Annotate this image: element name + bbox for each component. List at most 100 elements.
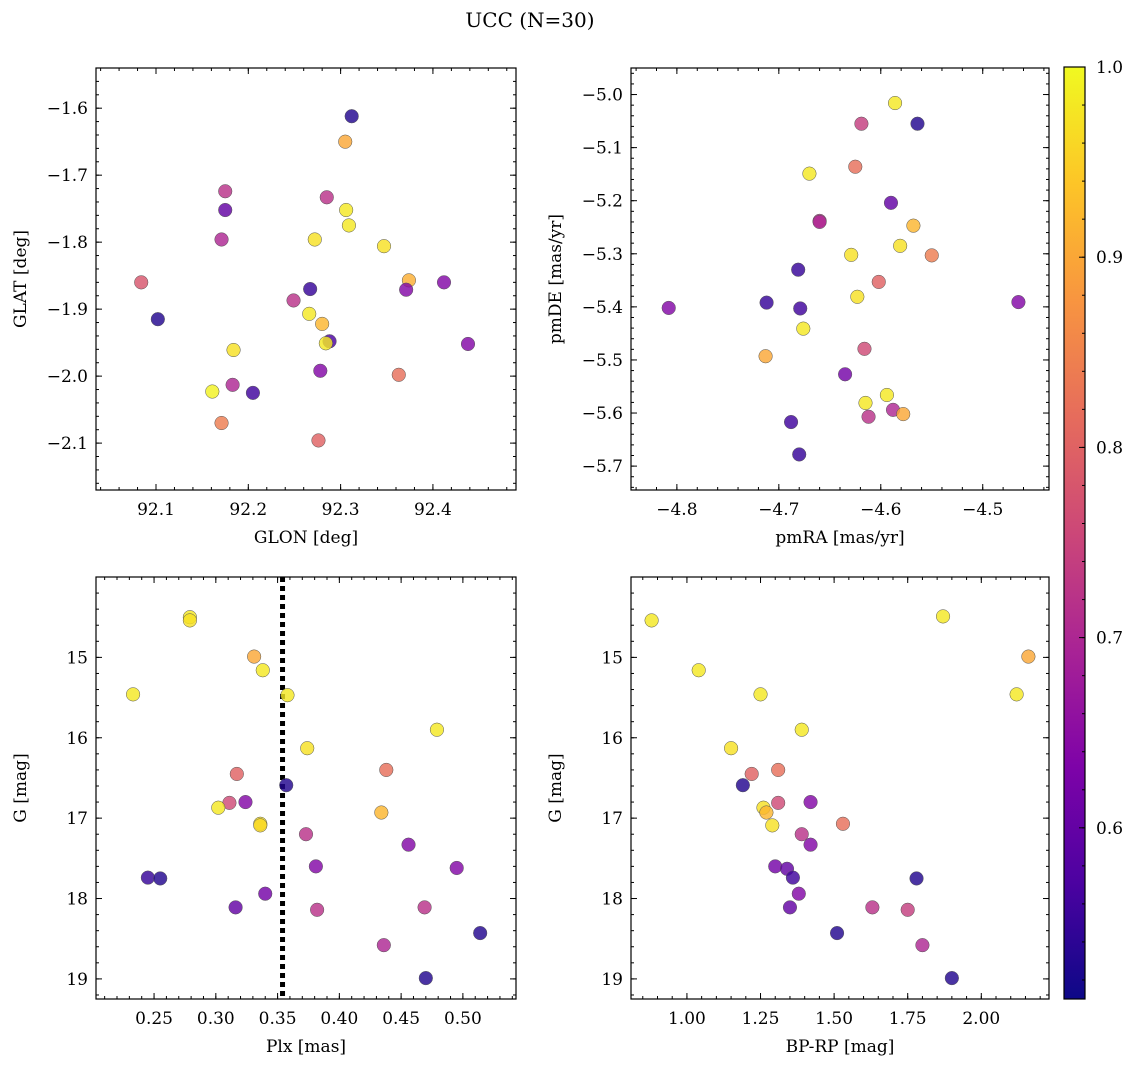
scatter-panel-glon-glat: 92.1 92.2 92.3 92.4 −1.6 −1.7 −1.8 −1.9 −2.0 −2.1… (11, 67, 517, 548)
x-tick-label: 92.2 (229, 500, 267, 520)
scatter-point (900, 902, 915, 917)
y-tick-label: −1.7 (47, 166, 88, 186)
x-tick-label: 1.25 (742, 1009, 780, 1029)
scatter-point (315, 316, 330, 331)
x-tick-label: 0.50 (444, 1009, 482, 1029)
scatter-point (888, 95, 903, 111)
scatter-point (753, 687, 768, 702)
scatter-point (401, 837, 416, 852)
scatter-point (883, 195, 899, 210)
scatter-point (150, 312, 165, 327)
scatter-point (344, 109, 359, 124)
scatter-panel-bprp-g: 1.00 1.25 1.50 1.75 2.00 15 16 17 18 19 BP-RP [mag… (546, 576, 1050, 1057)
scatter-point (182, 613, 197, 628)
colorbar-tick-label: 0.7 (1096, 629, 1123, 649)
scatter-point (791, 262, 806, 277)
scatter-point (850, 289, 865, 304)
scatter-point (792, 447, 807, 462)
scatter-point (830, 926, 845, 941)
scatter-point (661, 300, 676, 315)
scatter-point (338, 134, 353, 149)
y-tick-label: −1.8 (47, 233, 88, 253)
scatter-point (735, 778, 750, 793)
scatter-point (140, 870, 155, 885)
scatter-point (759, 805, 774, 820)
scatter-point (307, 232, 322, 247)
scatter-point (313, 363, 328, 378)
scatter-point (871, 274, 886, 289)
y-tick-label: −5.0 (582, 86, 623, 106)
scatter-point (812, 214, 827, 229)
scatter-point (376, 239, 392, 254)
y-tick-label: −5.3 (582, 245, 623, 265)
x-axis-label-pmra-pmde: pmRA [mas/yr] (775, 528, 904, 548)
scatter-point (298, 827, 314, 842)
y-tick-label: 18 (601, 890, 623, 910)
scatter-point (308, 859, 323, 874)
scatter-point (218, 184, 233, 199)
scatter-point (768, 859, 783, 874)
colorbar: 0.6 0.7 0.8 0.9 1.0 (1063, 58, 1123, 1000)
scatter-point (796, 321, 811, 336)
scatter-point (379, 762, 394, 777)
scatter-point (303, 281, 318, 297)
colorbar-tick-label: 0.6 (1096, 819, 1123, 839)
scatter-point (279, 778, 294, 793)
x-axis-label-plx-g: Plx [mas] (266, 1037, 346, 1057)
scatter-point (910, 116, 925, 131)
scatter-point (253, 818, 268, 833)
scatter-point (858, 395, 873, 410)
x-tick-label: −4.8 (656, 500, 697, 520)
scatter-point (771, 795, 786, 810)
scatter-point (896, 407, 911, 422)
scatter-point (374, 805, 389, 820)
x-tick-label: 0.30 (197, 1009, 235, 1029)
y-tick-label: −5.7 (582, 457, 623, 477)
scatter-point (802, 166, 817, 181)
y-tick-label: 17 (66, 809, 88, 829)
axes-frame (95, 67, 517, 491)
scatter-point (339, 202, 354, 218)
scatter-point (794, 722, 809, 737)
scatter-point (134, 275, 149, 290)
scatter-point (785, 870, 800, 885)
y-tick-label: 15 (601, 648, 623, 668)
scatter-point (794, 827, 809, 842)
x-tick-label: −4.6 (860, 500, 901, 520)
scatter-point (724, 741, 739, 756)
x-tick-label: 92.1 (137, 500, 175, 520)
scatter-point (765, 818, 780, 833)
scatter-point (255, 663, 270, 678)
x-tick-label: 1.75 (889, 1009, 927, 1029)
y-axis-label-plx-g: G [mag] (11, 753, 31, 822)
scatter-point (1021, 649, 1036, 664)
scatter-point (803, 795, 818, 810)
scatter-point (782, 900, 798, 915)
scatter-point (258, 886, 273, 901)
colorbar-tick-label: 1.0 (1096, 58, 1123, 78)
scatter-point (935, 609, 951, 624)
scatter-point (879, 387, 894, 403)
figure-title: UCC (N=30) (465, 8, 594, 32)
x-tick-label: 92.3 (322, 500, 360, 520)
scatter-point (893, 238, 908, 253)
scatter-point (924, 248, 939, 263)
scatter-point (915, 938, 930, 953)
scatter-point (473, 926, 488, 941)
y-tick-label: 17 (601, 809, 623, 829)
scatter-point (906, 218, 921, 233)
scatter-point (391, 367, 406, 382)
scatter-point (944, 971, 959, 986)
scatter-point (429, 722, 444, 737)
scatter-point (848, 159, 863, 174)
x-axis-label-glon-glat: GLON [deg] (254, 528, 358, 548)
scatter-point (803, 837, 818, 852)
scatter-point (909, 871, 924, 886)
scatter-point (311, 433, 326, 448)
scatter-panel-pmra-pmde: −4.8 −4.7 −4.6 −4.5 −5.0 −5.1 −5.2 −5.3 −5.4 −5.5… (546, 67, 1050, 548)
scatter-point (1009, 687, 1024, 702)
scatter-point (228, 900, 243, 915)
axes-frame (630, 67, 1050, 491)
y-tick-label: −2.1 (47, 434, 88, 454)
y-tick-label: 16 (66, 729, 88, 749)
